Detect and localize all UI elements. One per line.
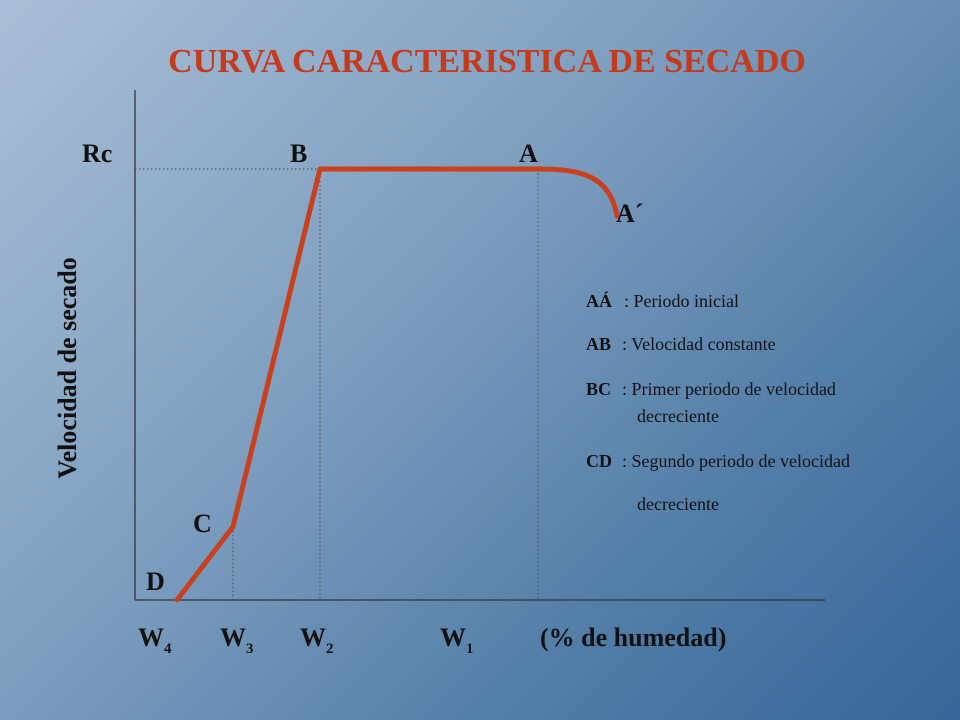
legend: AÁ : Periodo inicial AB : Velocidad constan…	[586, 290, 850, 514]
legend-key: BC	[586, 379, 611, 399]
point-labels: DC B A A´	[146, 139, 643, 596]
guide-lines	[135, 168, 539, 600]
legend-text: : Segundo periodo de velocidad	[622, 451, 850, 471]
point-label-a: A	[519, 139, 538, 168]
drying-curve-line	[174, 166, 620, 603]
y-tick-label: Rc	[82, 139, 112, 168]
x-axis-label: (% de humedad)	[540, 623, 726, 652]
legend-key: AÁ	[586, 290, 612, 311]
legend-text: : Periodo inicial	[624, 291, 739, 311]
point-label-a2: A´	[616, 199, 643, 228]
x-tick-label: W2	[300, 623, 334, 657]
legend-text-continued: decreciente	[637, 494, 719, 514]
curve-group	[174, 166, 620, 603]
tick-labels: W4 W3 W2 W1 Rc	[82, 139, 474, 657]
legend-key: CD	[586, 451, 612, 471]
y-axis-label: Velocidad de secado	[53, 257, 82, 479]
point-label-d: D	[146, 567, 165, 596]
x-tick-label: W1	[440, 623, 474, 657]
legend-text-continued: decreciente	[637, 406, 719, 426]
legend-key: AB	[586, 334, 611, 354]
x-tick-label: W3	[220, 623, 254, 657]
point-label-b: B	[290, 139, 307, 168]
point-label-c: C	[193, 509, 212, 538]
legend-text: : Primer periodo de velocidad	[622, 379, 836, 399]
chart-title: CURVA CARACTERISTICA DE SECADO	[168, 43, 806, 80]
legend-text: : Velocidad constante	[622, 334, 776, 354]
x-tick-label: W4	[138, 623, 172, 657]
